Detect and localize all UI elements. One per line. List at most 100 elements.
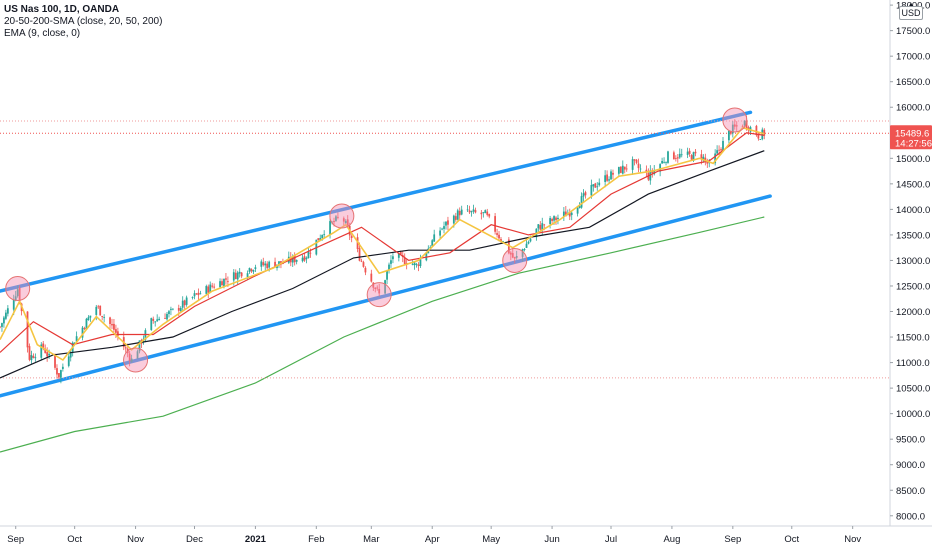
candle-body: [555, 217, 557, 221]
candle-body: [637, 163, 640, 169]
candle-body: [344, 220, 347, 224]
candle-body: [111, 324, 113, 326]
candle-body: [598, 182, 601, 186]
candle-body: [1, 323, 3, 327]
candle-body: [240, 272, 243, 277]
highlight-circle: [329, 203, 355, 229]
candle-body: [323, 234, 326, 235]
candle-body: [48, 353, 51, 356]
candle-body: [484, 210, 487, 214]
candle-body: [28, 346, 31, 360]
candle-body: [124, 347, 127, 349]
candle-body: [702, 156, 705, 161]
candle-body: [130, 358, 133, 362]
candle-body: [350, 236, 353, 238]
time-tick-label: Dec: [186, 534, 203, 545]
candle-body: [604, 175, 607, 182]
candle-body: [305, 257, 308, 260]
candle-body: [69, 352, 72, 358]
candle-body: [665, 162, 667, 164]
candle-body: [429, 247, 432, 249]
price-tick-label: 17500.0: [896, 26, 930, 37]
candle-body: [743, 120, 746, 126]
candle-body: [211, 285, 214, 287]
candle-body: [761, 129, 764, 140]
candle-body: [539, 224, 542, 230]
candle-body: [403, 257, 406, 265]
candle-body: [645, 169, 648, 173]
candle-body: [564, 211, 567, 217]
candle-body: [686, 151, 689, 155]
candle-body: [663, 161, 665, 163]
candle-body: [238, 271, 241, 274]
candle-body: [576, 207, 579, 214]
candle-body: [731, 124, 734, 134]
candle-body: [225, 278, 227, 280]
symbol-title[interactable]: US Nas 100, 1D, OANDA: [4, 4, 120, 15]
candle-body: [612, 172, 614, 175]
candle-body: [195, 293, 198, 295]
candle-body: [537, 224, 540, 229]
candle-body: [659, 164, 662, 172]
candle-body: [741, 125, 744, 127]
sma-200-line: [0, 216, 765, 453]
candle-body: [266, 263, 269, 269]
candle-body: [419, 259, 422, 267]
candle-body: [158, 318, 161, 321]
candle-body: [101, 316, 104, 317]
sma-50-path: [0, 150, 765, 379]
sma-indicator-label[interactable]: 20-50-200-SMA (close, 20, 50, 200): [4, 16, 163, 27]
candle-body: [523, 249, 526, 250]
highlight-circles[interactable]: [5, 107, 748, 373]
candle-body: [674, 158, 677, 159]
currency-button[interactable]: USD: [899, 6, 923, 20]
channel-lines[interactable]: [0, 110, 772, 398]
candle-body: [177, 308, 180, 311]
candle-body: [166, 313, 168, 320]
candle-body: [254, 267, 257, 270]
time-tick-label: Oct: [67, 534, 82, 545]
candle-body: [223, 278, 225, 287]
time-tick-label: May: [482, 534, 500, 545]
candle-body: [617, 167, 620, 174]
ema-indicator-label[interactable]: EMA (9, close, 0): [4, 28, 81, 39]
highlight-circle: [123, 347, 149, 373]
candle-body: [358, 248, 361, 261]
candle-body: [694, 151, 697, 154]
candle-body: [191, 297, 194, 298]
candle-body: [293, 255, 296, 263]
candle-body: [34, 357, 37, 359]
price-tick-label: 16000.0: [896, 103, 930, 114]
candle-body: [307, 251, 310, 259]
candle-body: [199, 293, 202, 295]
candle-body: [639, 168, 642, 170]
candle-body: [454, 216, 457, 220]
candle-body: [482, 212, 485, 213]
highlight-circle: [5, 276, 31, 302]
time-tick-label: Jun: [544, 534, 559, 545]
candle-body: [468, 210, 471, 213]
candle-body: [445, 221, 447, 226]
ema-9-path: [0, 126, 765, 362]
candle-body: [631, 159, 634, 170]
candle-body: [156, 319, 159, 322]
candle-body: [413, 262, 416, 266]
candle-body: [529, 238, 532, 242]
candle-body: [486, 211, 489, 215]
candle-body: [562, 211, 565, 217]
candle-body: [185, 297, 188, 305]
price-tick-label: 13000.0: [896, 256, 930, 267]
candlesticks: [0, 115, 766, 384]
candle-body: [441, 228, 443, 230]
candle-body: [46, 352, 49, 357]
candle-body: [621, 165, 624, 174]
candle-body: [425, 252, 428, 261]
price-tick-label: 8000.0: [896, 511, 925, 522]
candle-body: [183, 300, 186, 306]
candle-body: [633, 159, 636, 161]
candle-body: [197, 292, 200, 296]
candle-body: [384, 280, 386, 294]
candle-body: [171, 308, 174, 310]
candle-body: [745, 120, 748, 129]
